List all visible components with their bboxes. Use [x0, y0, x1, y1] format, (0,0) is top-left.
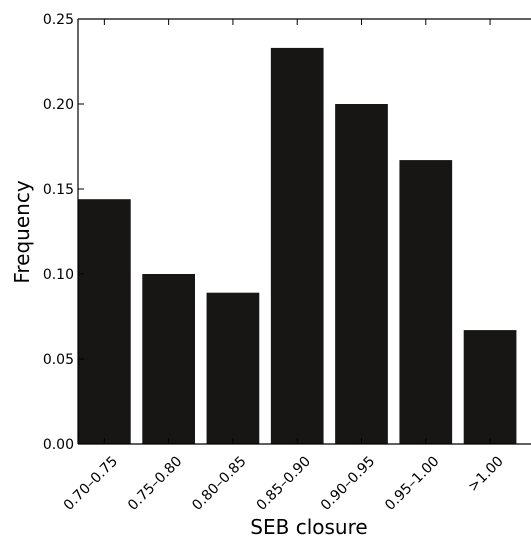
bars-layer [78, 47, 517, 445]
x-tick-label-6: >1.00 [465, 453, 507, 495]
bar-0 [78, 199, 131, 444]
bar-4 [335, 104, 388, 444]
x-axis-title: SEB closure [250, 515, 367, 536]
y-tick-label-2: 0.10 [43, 267, 74, 283]
x-tick-label-2: 0.80–0.85 [189, 453, 249, 513]
y-tick-label-4: 0.20 [43, 97, 74, 113]
x-tick-label-1: 0.75–0.80 [125, 453, 185, 513]
y-axis-title: Frequency [10, 180, 34, 283]
y-tick-label-3: 0.15 [43, 182, 74, 198]
bar-1 [142, 274, 195, 444]
y-tick-label-0: 0.00 [43, 437, 74, 453]
x-tick-label-0: 0.70–0.75 [61, 453, 121, 513]
x-tick-label-4: 0.90–0.95 [318, 453, 378, 513]
bar-2 [206, 292, 260, 444]
bar-5 [399, 160, 453, 444]
bar-3 [270, 47, 324, 445]
x-tick-label-5: 0.95–1.00 [382, 453, 442, 513]
x-tick-label-3: 0.85–0.90 [254, 453, 314, 513]
bar-6 [463, 330, 517, 444]
axes-layer [77, 18, 531, 445]
y-tick-label-1: 0.05 [43, 352, 74, 368]
y-tick-label-5: 0.25 [43, 12, 74, 28]
